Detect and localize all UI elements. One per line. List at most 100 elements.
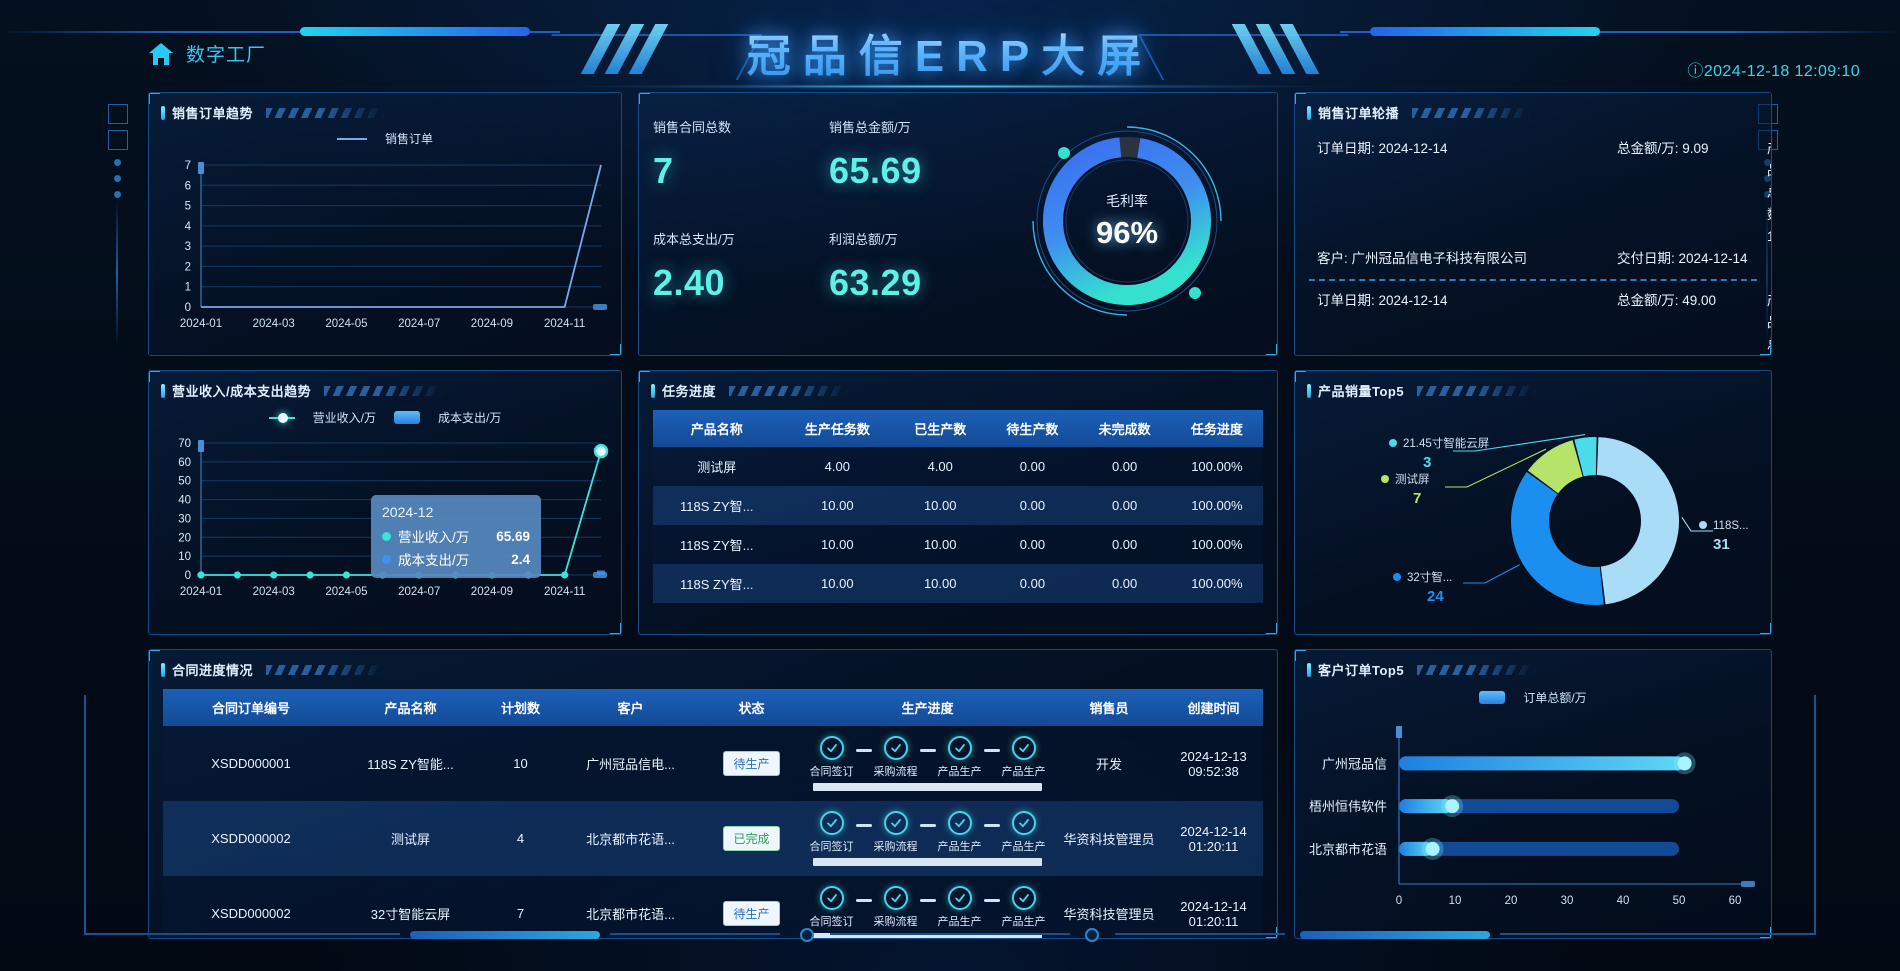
svg-text:2024-07: 2024-07 xyxy=(398,318,440,330)
contract-created-time: 2024-12-14 01:20:11 xyxy=(1164,876,1263,938)
step-label: 产品生产 xyxy=(1001,841,1046,853)
order-date-field: 订单日期: 2024-12-14 xyxy=(1317,293,1448,308)
svg-text:10: 10 xyxy=(1449,895,1462,907)
step-label: 采购流程 xyxy=(873,916,918,928)
customer-field: 客户: 广州冠品信电子科技有限公司 xyxy=(1317,251,1528,266)
column-header: 合同订单编号 xyxy=(163,689,339,726)
svg-text:北京都市花语: 北京都市花语 xyxy=(1309,842,1387,857)
table-cell: 0.00 xyxy=(986,525,1079,564)
contract-status: 待生产 xyxy=(702,876,801,938)
step-connector xyxy=(855,749,872,752)
check-circle-icon xyxy=(947,736,972,760)
table-cell: 0.00 xyxy=(1078,447,1171,486)
table-header-row: 产品名称 生产任务数 已生产数 待生产数 未完成数 任务进度 xyxy=(653,410,1263,447)
step-label: 合同签订 xyxy=(809,841,854,853)
check-circle-icon xyxy=(883,811,908,835)
table-row[interactable]: XSDD000002 32寸智能云屏 7 北京都市花语... 待生产 合同签订 采购流程 产品… xyxy=(163,876,1263,938)
table-header-row: 合同订单编号 产品名称 计划数 客户 状态 生产进度 销售员 创建时间 xyxy=(163,689,1263,726)
kpi-value: 65.69 xyxy=(829,150,922,191)
tooltip-series-value: 65.69 xyxy=(496,528,530,544)
table-cell: 10.00 xyxy=(894,486,987,525)
sales-order-trend-chart: 0 1 2 3 4 5 6 7 2024-01 2024-03 2024-05 2024-07 2024… xyxy=(180,160,607,330)
panel-hatch-decoration xyxy=(324,385,445,396)
frame-left-bottom xyxy=(84,695,130,935)
panel-header: 销售订单趋势 xyxy=(149,93,621,122)
panel-header: 任务进度 xyxy=(639,371,1277,400)
contract-production-progress: 合同签订 采购流程 产品生产 产品生产 xyxy=(801,876,1054,938)
production-step-list: 合同签订 采购流程 产品生产 产品生产 xyxy=(803,736,1052,779)
svg-text:2024-09: 2024-09 xyxy=(471,586,513,598)
step-label: 合同签订 xyxy=(809,766,854,778)
svg-text:广州冠品信: 广州冠品信 xyxy=(1322,756,1387,771)
svg-text:6: 6 xyxy=(185,180,191,192)
column-header: 生产任务数 xyxy=(780,410,895,447)
column-header: 产品名称 xyxy=(653,410,781,447)
panel-kpi-summary: 销售合同总数 7 销售总金额/万 65.69 成本总支出/万 2.40 利润总额… xyxy=(638,92,1278,356)
table-cell: 100.00% xyxy=(1170,525,1263,564)
panel-title: 销售订单趋势 xyxy=(172,106,254,121)
panel-accent-bar xyxy=(1307,383,1311,398)
kpi-card-profit-total: 利润总额/万 63.29 xyxy=(829,229,999,304)
svg-text:7: 7 xyxy=(185,160,191,172)
app-logo[interactable]: 数字工厂 xyxy=(148,40,266,67)
column-header: 已生产数 xyxy=(894,410,987,447)
check-circle-icon xyxy=(883,886,908,910)
column-header: 待生产数 xyxy=(986,410,1079,447)
svg-text:2024-11: 2024-11 xyxy=(544,318,585,330)
clock-display: ⓘ2024-12-18 12:09:10 xyxy=(1687,57,1860,81)
contract-created-time: 2024-12-14 01:20:11 xyxy=(1164,801,1263,876)
panel-hatch-decoration xyxy=(1417,664,1538,675)
table-cell: 100.00% xyxy=(1170,564,1263,603)
table-row[interactable]: XSDD000002 测试屏 4 北京都市花语... 已完成 合同签订 采购流程 产品生产 产品… xyxy=(163,801,1263,876)
table-row[interactable]: 测试屏 4.00 4.00 0.00 0.00 100.00% xyxy=(653,447,1263,486)
svg-text:0: 0 xyxy=(185,302,191,314)
ornament-left-top xyxy=(108,104,142,348)
panel-header: 合同进度情况 xyxy=(149,650,1277,679)
panel-hatch-decoration xyxy=(266,107,387,118)
production-step: 采购流程 xyxy=(868,811,924,854)
status-badge[interactable]: 已完成 xyxy=(723,826,780,851)
svg-text:2024-11: 2024-11 xyxy=(544,586,585,598)
svg-text:70: 70 xyxy=(178,438,191,450)
table-row[interactable]: 118S ZY智... 10.00 10.00 0.00 0.00 100.00% xyxy=(653,525,1263,564)
panel-title: 营业收入/成本支出趋势 xyxy=(172,384,312,399)
panel-hatch-decoration xyxy=(729,385,850,396)
carousel-list[interactable]: 订单日期: 2024-12-14 总金额/万: 9.09 产品总数: 15 客户: 广… xyxy=(1309,129,1771,355)
panel-title: 客户订单Top5 xyxy=(1318,663,1405,678)
kpi-card-contract-count: 销售合同总数 7 xyxy=(653,117,823,192)
check-circle-icon xyxy=(819,811,844,835)
svg-text:118S...: 118S... xyxy=(1713,520,1749,532)
kpi-label: 销售合同总数 xyxy=(653,120,732,135)
table-cell: 0.00 xyxy=(1078,564,1171,603)
panel-sales-order-carousel: 销售订单轮播 订单日期: 2024-12-14 总金额/万: 9.09 产品总数: … xyxy=(1294,92,1772,356)
table-row[interactable]: 118S ZY智... 10.00 10.00 0.00 0.00 100.00% xyxy=(653,486,1263,525)
table-row[interactable]: 118S ZY智... 10.00 10.00 0.00 0.00 100.00% xyxy=(653,564,1263,603)
contract-customer: 北京都市花语... xyxy=(559,876,702,938)
svg-text:24: 24 xyxy=(1427,588,1444,605)
table-cell: 10.00 xyxy=(780,564,895,603)
status-badge[interactable]: 待生产 xyxy=(723,901,780,926)
check-circle-icon xyxy=(819,886,844,910)
status-badge[interactable]: 待生产 xyxy=(723,751,780,776)
tooltip-row: 营业收入/万 65.69 xyxy=(382,526,530,546)
table-row[interactable]: XSDD000001 118S ZY智能... 10 广州冠品信电... 待生产 合同签订… xyxy=(163,726,1263,801)
tooltip-row: 成本支出/万 2.4 xyxy=(382,549,530,569)
panel-customer-order-top5: 客户订单Top5 订单总额/万 0 10 20 30 40 50 60 广州冠品信 梧州恒伟软件… xyxy=(1294,649,1772,939)
logo-text: 数字工厂 xyxy=(186,40,266,67)
svg-text:2024-05: 2024-05 xyxy=(325,318,367,330)
legend-line-swatch xyxy=(336,137,367,140)
kpi-card-sales-amount: 销售总金额/万 65.69 xyxy=(829,117,999,192)
chart-tooltip: 2024-12 营业收入/万 65.69 成本支出/万 2.4 xyxy=(371,495,541,578)
svg-text:测试屏: 测试屏 xyxy=(1395,473,1430,486)
gauge-caption: 毛利率 xyxy=(1106,193,1148,209)
legend-label-sales-order: 销售订单 xyxy=(384,132,433,146)
legend-label-order-amount: 订单总额/万 xyxy=(1523,691,1587,705)
carousel-item[interactable]: 订单日期: 2024-12-14 总金额/万: 9.09 产品总数: 15 客户: 广… xyxy=(1309,129,1771,281)
svg-text:31: 31 xyxy=(1713,536,1730,553)
contract-order-no: XSDD000002 xyxy=(163,801,339,876)
panel-accent-bar xyxy=(651,383,655,398)
contract-status: 待生产 xyxy=(702,726,801,801)
check-circle-icon xyxy=(1011,886,1036,910)
